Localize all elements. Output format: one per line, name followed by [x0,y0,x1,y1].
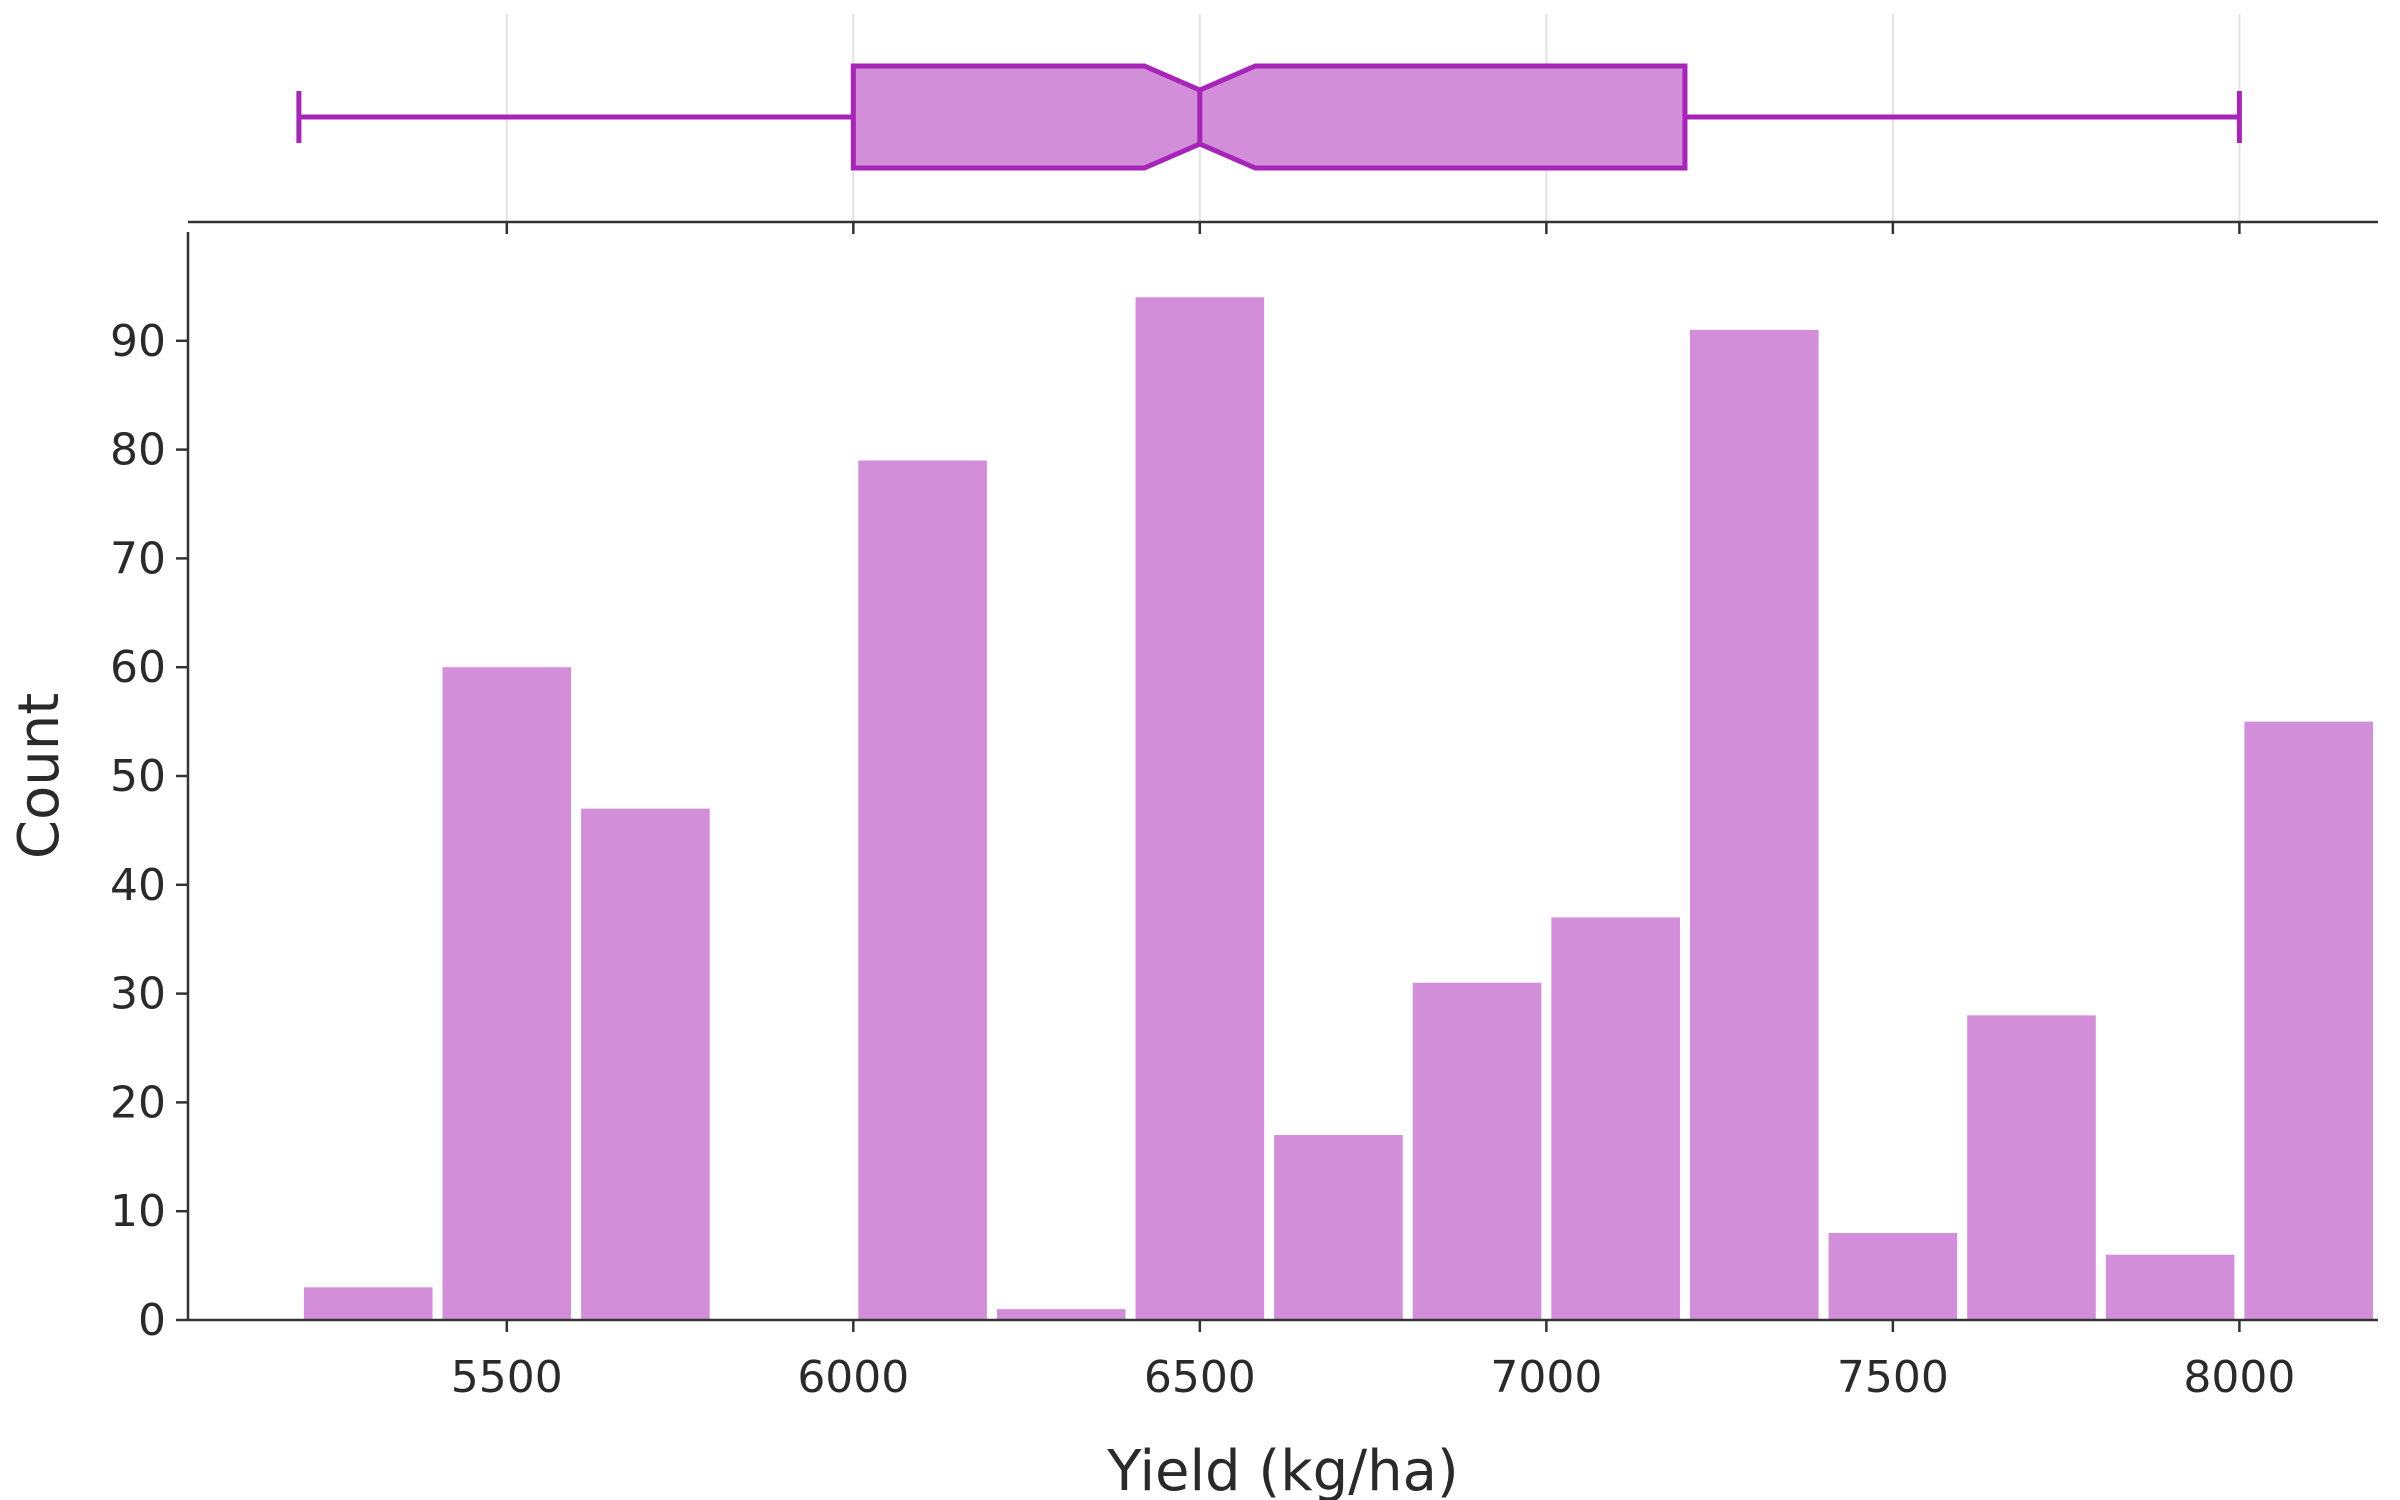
histogram-bar-5 [996,1309,1126,1320]
y-tick-label-3: 30 [110,969,166,1020]
histogram-bar-7 [1274,1135,1403,1320]
x-tick-label-5: 8000 [2183,1352,2295,1403]
histogram-bar-13 [2105,1254,2235,1320]
histogram-bar-6 [1135,297,1265,1320]
x-axis-title: Yield (kg/ha) [1106,1439,1458,1500]
y-tick-label-7: 70 [110,533,166,584]
histogram-bar-4 [858,460,987,1321]
histogram-bars [303,297,2373,1321]
marginal-box-plot [296,63,2242,171]
y-tick-label-0: 0 [138,1295,166,1346]
x-tick-label-1: 6000 [797,1352,909,1403]
y-axis-ticks: 0 10 20 30 40 50 60 70 80 90 [110,316,188,1346]
y-tick-label-6: 60 [110,642,166,693]
histogram-bar-1 [442,667,572,1320]
y-tick-label-9: 90 [110,316,166,367]
y-tick-label-8: 80 [110,425,166,476]
y-axis-title: Count [7,693,72,859]
y-tick-label-5: 50 [110,751,166,802]
x-tick-label-2: 6500 [1144,1352,1256,1403]
histogram-bar-8 [1412,982,1542,1320]
y-tick-label-2: 20 [110,1077,166,1128]
histogram-bar-10 [1689,329,1819,1320]
y-tick-label-4: 40 [110,860,166,911]
histogram-bar-2 [581,808,710,1320]
box-iqr [850,63,1688,171]
histogram-bar-12 [1967,1015,2096,1320]
y-tick-label-1: 10 [110,1186,166,1237]
x-axis-ticks: 5500 6000 6500 7000 7500 8000 [451,222,2295,1403]
x-tick-label-4: 7500 [1837,1352,1949,1403]
histogram-bar-14 [2244,721,2373,1320]
x-tick-label-0: 5500 [451,1352,563,1403]
x-tick-label-3: 7000 [1490,1352,1602,1403]
histogram-bar-11 [1828,1232,1958,1320]
histogram-bar-9 [1551,917,1680,1320]
histogram-bar-0 [303,1287,433,1320]
